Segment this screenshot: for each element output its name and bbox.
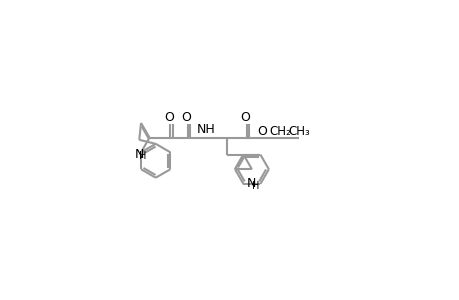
Text: N: N bbox=[246, 177, 256, 190]
Text: O: O bbox=[257, 125, 266, 138]
Text: CH₂: CH₂ bbox=[269, 125, 291, 138]
Text: N: N bbox=[134, 148, 144, 160]
Text: O: O bbox=[163, 111, 174, 124]
Text: H: H bbox=[252, 181, 259, 191]
Text: O: O bbox=[181, 111, 191, 124]
Text: O: O bbox=[240, 111, 249, 124]
Text: CH₃: CH₃ bbox=[287, 125, 309, 138]
Text: NH: NH bbox=[197, 123, 215, 136]
Text: H: H bbox=[139, 152, 146, 161]
